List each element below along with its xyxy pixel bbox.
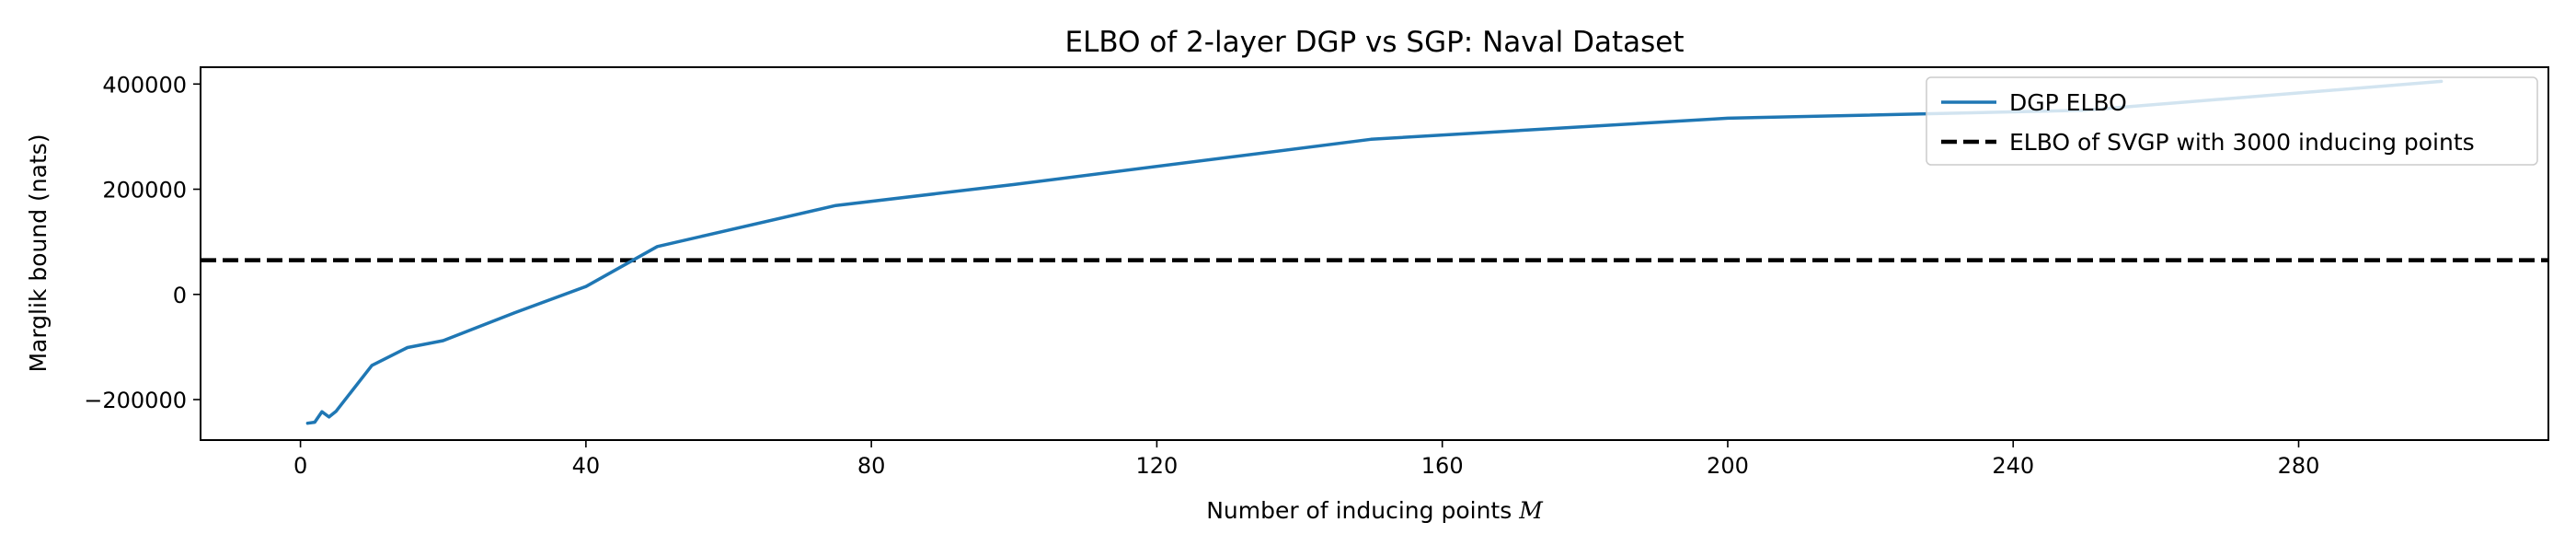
x-axis-label: Number of inducing points M — [1206, 497, 1544, 524]
chart-title: ELBO of 2-layer DGP vs SGP: Naval Datase… — [1065, 26, 1685, 59]
y-axis: −200000 0 200000 400000 — [84, 72, 201, 413]
y-axis-label: Marglik bound (nats) — [25, 133, 52, 372]
y-tick-label: 200000 — [102, 178, 187, 203]
x-axis: 0 40 80 120 160 200 240 280 — [293, 440, 2319, 479]
legend-entry-svgp: ELBO of SVGP with 3000 inducing points — [1941, 129, 2475, 156]
legend-label: ELBO of SVGP with 3000 inducing points — [2009, 129, 2475, 156]
legend-box — [1926, 76, 2538, 166]
y-tick-label: 400000 — [102, 72, 187, 98]
x-tick-label: 240 — [1992, 453, 2034, 479]
x-tick-label: 0 — [293, 453, 307, 479]
plot-area — [201, 79, 2548, 425]
plot-frame — [200, 66, 2549, 441]
legend-entry-dgp-elbo: DGP ELBO — [1941, 89, 2127, 116]
x-tick-label: 120 — [1136, 453, 1179, 479]
x-tick-label: 160 — [1421, 453, 1464, 479]
x-tick-label: 80 — [857, 453, 886, 479]
x-tick-label: 200 — [1707, 453, 1749, 479]
series-line-dgp-elbo — [305, 79, 2444, 425]
x-tick-label: 280 — [2278, 453, 2320, 479]
y-tick-label: 0 — [173, 283, 187, 308]
y-tick-label: −200000 — [84, 388, 187, 413]
legend: DGP ELBO ELBO of SVGP with 3000 inducing … — [1926, 76, 2538, 166]
legend-label: DGP ELBO — [2009, 89, 2127, 116]
x-tick-label: 40 — [572, 453, 601, 479]
